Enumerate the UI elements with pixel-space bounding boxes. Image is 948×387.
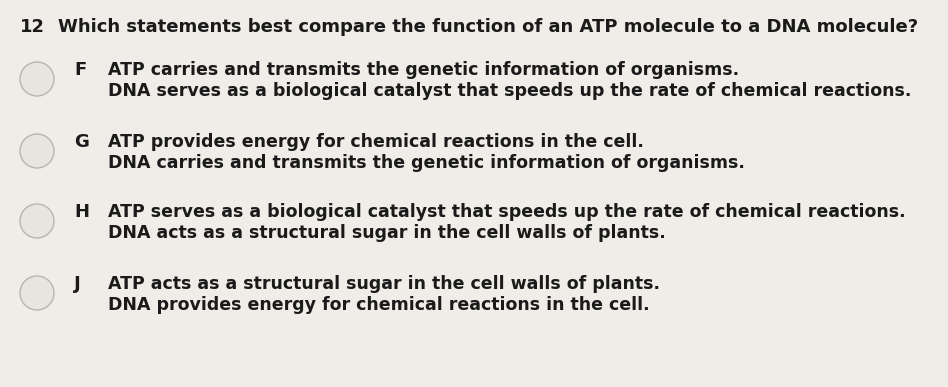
Text: ATP acts as a structural sugar in the cell walls of plants.: ATP acts as a structural sugar in the ce… — [108, 275, 660, 293]
Circle shape — [20, 62, 54, 96]
Text: Which statements best compare the function of an ATP molecule to a DNA molecule?: Which statements best compare the functi… — [58, 18, 918, 36]
Text: F: F — [74, 61, 86, 79]
Text: DNA carries and transmits the genetic information of organisms.: DNA carries and transmits the genetic in… — [108, 154, 745, 172]
Text: ATP carries and transmits the genetic information of organisms.: ATP carries and transmits the genetic in… — [108, 61, 739, 79]
Text: H: H — [74, 203, 89, 221]
Text: DNA acts as a structural sugar in the cell walls of plants.: DNA acts as a structural sugar in the ce… — [108, 224, 665, 242]
Circle shape — [20, 134, 54, 168]
Text: DNA provides energy for chemical reactions in the cell.: DNA provides energy for chemical reactio… — [108, 296, 649, 314]
Text: 12: 12 — [20, 18, 45, 36]
Text: ATP serves as a biological catalyst that speeds up the rate of chemical reaction: ATP serves as a biological catalyst that… — [108, 203, 905, 221]
Circle shape — [20, 276, 54, 310]
Circle shape — [20, 204, 54, 238]
Text: J: J — [74, 275, 81, 293]
Text: ATP provides energy for chemical reactions in the cell.: ATP provides energy for chemical reactio… — [108, 133, 644, 151]
Text: DNA serves as a biological catalyst that speeds up the rate of chemical reaction: DNA serves as a biological catalyst that… — [108, 82, 911, 100]
Text: G: G — [74, 133, 89, 151]
